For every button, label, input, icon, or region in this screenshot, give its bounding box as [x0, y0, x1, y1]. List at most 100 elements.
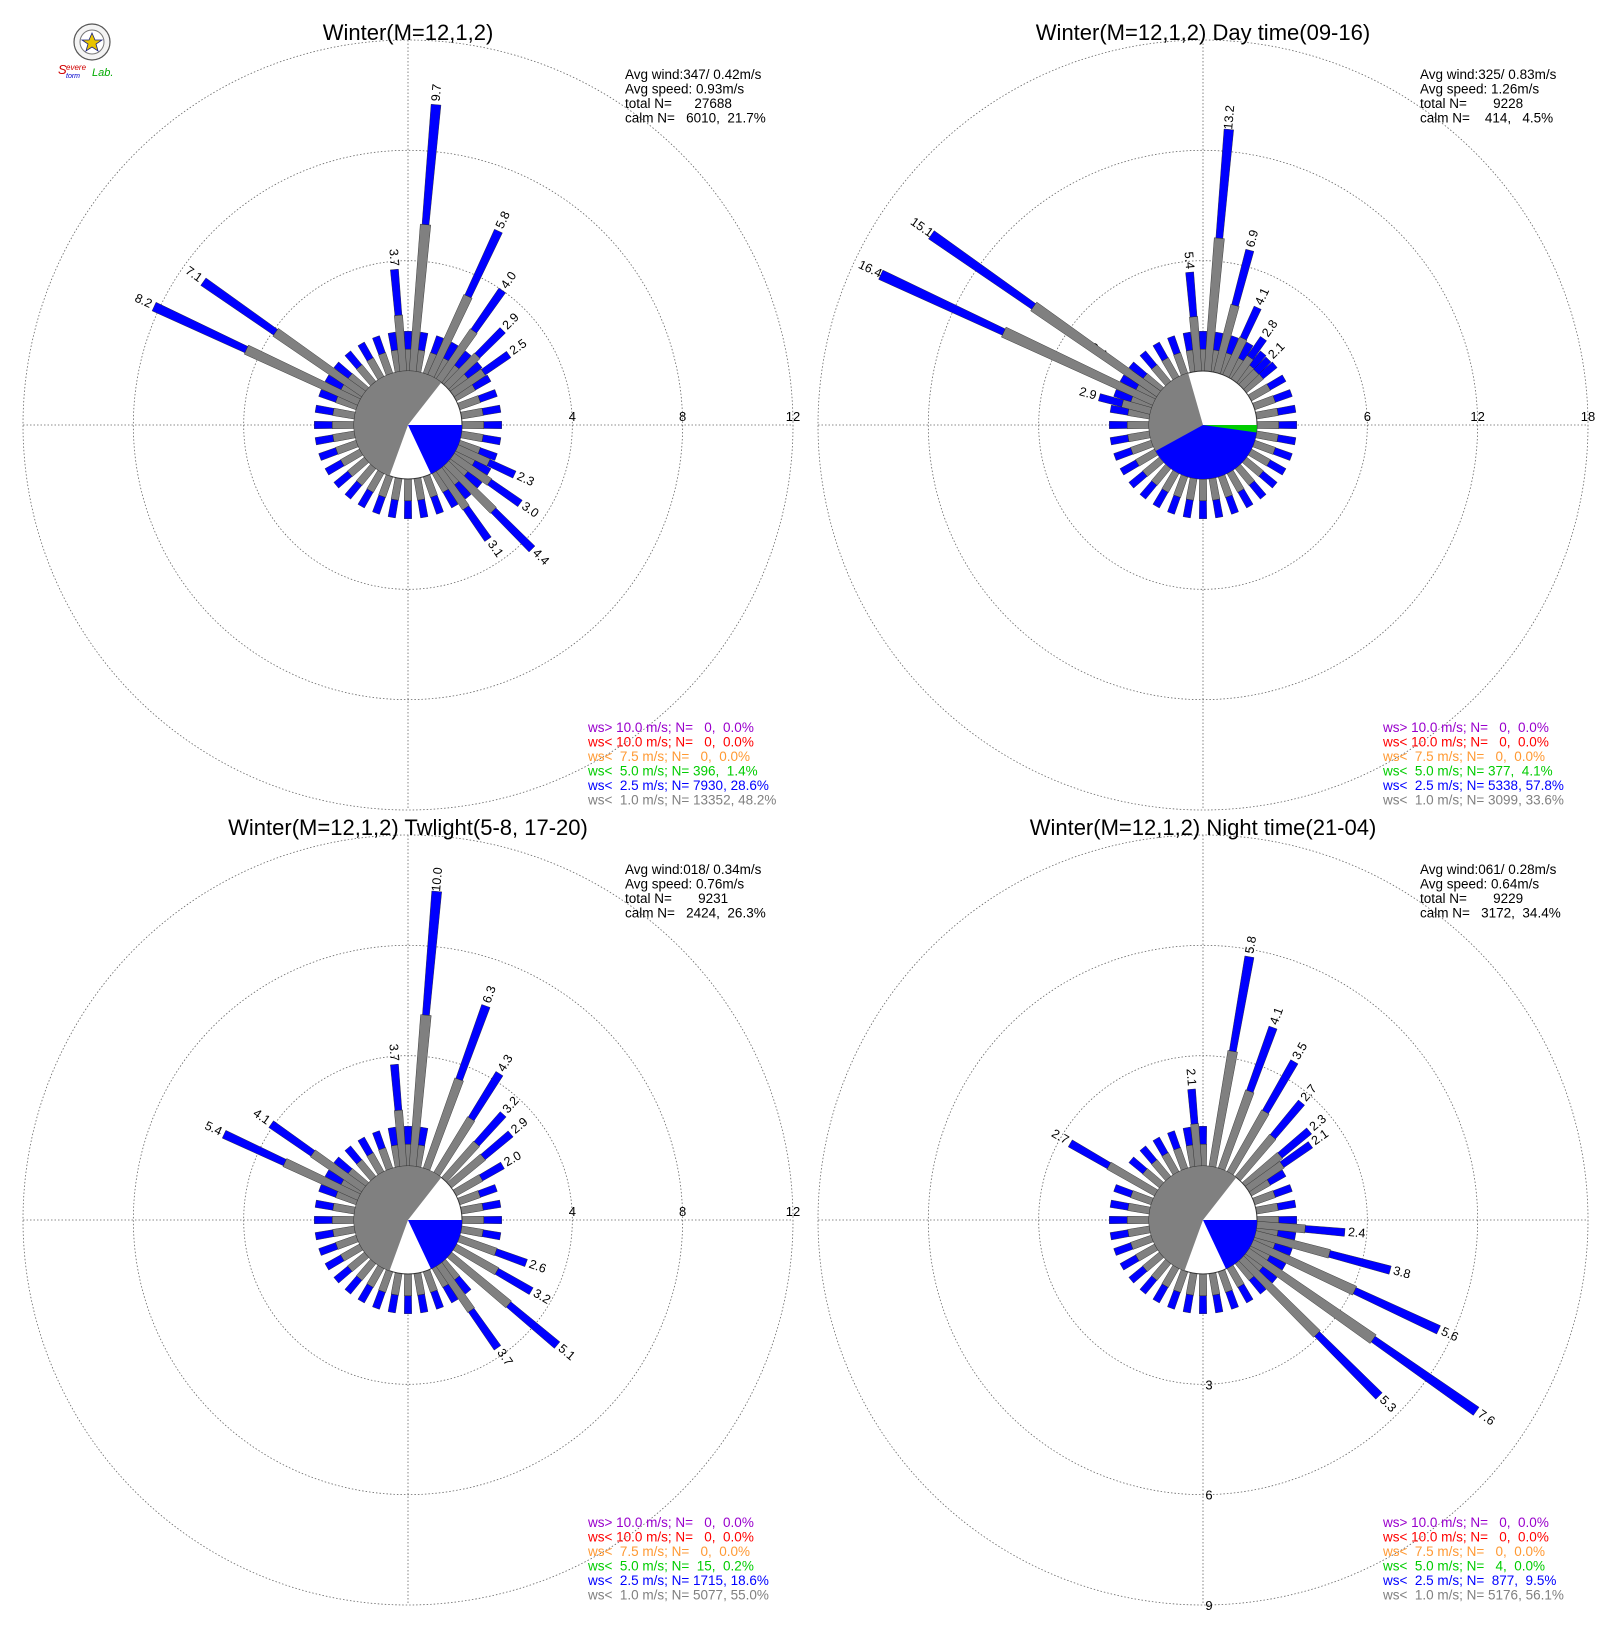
bar-label-0: 9.7 — [429, 83, 444, 102]
bar-minor-grey — [1126, 421, 1150, 429]
legend-entry-3: ws< 7.5 m/s; N= 0, 0.0% — [587, 1544, 750, 1559]
panel-title: Winter(M=12,1,2) Day time(09-16) — [1036, 20, 1370, 45]
bar-label-9: 3.7 — [386, 248, 401, 267]
bar-125-blue — [1370, 1336, 1480, 1416]
bar-minor-blue — [1278, 1216, 1297, 1224]
bar-minor-blue — [1128, 1156, 1148, 1175]
bar-label-6: 2.4 — [1347, 1225, 1366, 1240]
bar-minor-blue — [1248, 350, 1267, 370]
bar-minor-grey — [1199, 478, 1207, 502]
bar-label-2: 4.1 — [1252, 286, 1272, 308]
bar-minor-blue — [314, 1229, 335, 1241]
bar-minor-grey — [1127, 430, 1151, 443]
bar-minor-blue — [324, 1254, 345, 1271]
bar-minor-blue — [372, 1289, 386, 1310]
stats-line-3: total N= 9229 — [1420, 891, 1523, 906]
bar-label-0: 13.2 — [1221, 105, 1237, 131]
bar-minor-blue — [318, 1242, 339, 1256]
bar-minor-blue — [357, 488, 374, 509]
bar-label-1: 5.8 — [493, 209, 513, 231]
bar-295-blue — [878, 269, 1006, 336]
bar-minor-blue — [314, 421, 333, 429]
bar-label-1: 4.1 — [1267, 1005, 1286, 1026]
bar-10-blue — [1229, 955, 1255, 1053]
calm-sector-grey — [354, 1166, 442, 1271]
bar-minor-blue — [1109, 1229, 1130, 1241]
ring-8 — [132, 944, 684, 1496]
bar-minor-blue — [1199, 1295, 1207, 1314]
bar-label-8: 5.6 — [1439, 1324, 1461, 1344]
bar-30-blue — [1262, 1059, 1299, 1114]
bar-minor-grey — [1126, 1216, 1150, 1224]
bar-10-grey — [1208, 1050, 1238, 1168]
bar-minor-grey — [1185, 1272, 1198, 1296]
bar-minor-blue — [404, 1126, 412, 1145]
bar-135-blue — [1314, 1331, 1383, 1400]
stats-line-3: total N= 9228 — [1420, 96, 1523, 111]
bar-minor-blue — [1258, 470, 1278, 489]
bar-minor-blue — [481, 404, 502, 416]
stats-line-4: calm N= 2424, 26.3% — [625, 906, 766, 921]
bar-minor-blue — [1266, 374, 1287, 391]
legend-entry-5: ws< 2.5 m/s; N= 5338, 57.8% — [1382, 778, 1564, 793]
stats-line-4: calm N= 3172, 34.4% — [1420, 906, 1561, 921]
bar-305-blue — [200, 277, 278, 336]
bar-minor-grey — [460, 1225, 484, 1238]
legend-entry-6: ws< 1.0 m/s; N= 13352, 48.2% — [587, 793, 776, 808]
legend-entry-1: ws> 10.0 m/s; N= 0, 0.0% — [587, 720, 754, 735]
rose-panel-1: 4 8 12 9.7 5.8 4.0 2.9 2.5 2.3 3.0 3.1 4.4 3.7 7.1 8.2… — [22, 20, 800, 811]
bar-minor-blue — [417, 1126, 429, 1147]
legend-entry-2: ws< 10.0 m/s; N= 0, 0.0% — [1382, 735, 1549, 750]
bar-minor-blue — [1167, 1289, 1181, 1310]
bar-130-blue — [506, 1301, 561, 1349]
bar-minor-blue — [1128, 361, 1148, 380]
stats-line-1: Avg wind:325/ 0.83m/s — [1420, 67, 1557, 82]
bar-minor-blue — [1276, 404, 1297, 416]
bar-label-8: 5.1 — [556, 1341, 578, 1363]
bar-120-blue — [494, 1267, 534, 1295]
bar-minor-blue — [387, 498, 399, 519]
svg-text:Lab.: Lab. — [92, 67, 113, 79]
legend-entry-4: ws< 5.0 m/s; N= 4, 0.0% — [1382, 1559, 1545, 1574]
bar-minor-blue — [417, 331, 429, 352]
bar-minor-blue — [1167, 1130, 1181, 1151]
ring-label-6: 6 — [1205, 1488, 1212, 1503]
bar-305-blue — [928, 230, 1036, 310]
bar-minor-grey — [1255, 1202, 1279, 1215]
ring-label-6: 6 — [1364, 409, 1371, 424]
bar-minor-grey — [461, 1216, 485, 1224]
bar-40-blue — [1269, 1099, 1305, 1140]
bar-minor-blue — [357, 1136, 374, 1157]
bar-115-blue — [486, 459, 517, 479]
bar-minor-grey — [1127, 1225, 1151, 1238]
calm-sector-green — [1203, 425, 1257, 433]
legend-entry-6: ws< 1.0 m/s; N= 5176, 56.1% — [1382, 1588, 1564, 1603]
legend-entry-5: ws< 2.5 m/s; N= 1715, 18.6% — [587, 1573, 769, 1588]
bar-145-blue — [468, 1307, 502, 1351]
bar-5-blue — [1215, 128, 1234, 239]
ring-label-8: 8 — [679, 1204, 686, 1219]
bar-minor-blue — [477, 389, 498, 403]
bar-355-blue — [1187, 1088, 1199, 1125]
bar-minor-blue — [333, 361, 353, 380]
legend-entry-4: ws< 5.0 m/s; N= 377, 4.1% — [1382, 764, 1553, 779]
legend-entry-5: ws< 2.5 m/s; N= 7930, 28.6% — [587, 778, 769, 793]
bar-105-blue — [1328, 1250, 1392, 1275]
bar-minor-blue — [314, 404, 335, 416]
bar-minor-blue — [1278, 421, 1297, 429]
legend-entry-3: ws< 7.5 m/s; N= 0, 0.0% — [1382, 749, 1545, 764]
bar-minor-blue — [1152, 488, 1169, 509]
bar-115-blue — [1352, 1287, 1441, 1335]
bar-minor-blue — [477, 1184, 498, 1198]
bar-minor-blue — [1167, 335, 1181, 356]
bar-minor-blue — [1212, 498, 1224, 519]
bar-minor-grey — [332, 1202, 356, 1215]
bar-50-blue — [1277, 1127, 1312, 1159]
bar-minor-blue — [1139, 1275, 1158, 1295]
bar-minor-blue — [372, 1130, 386, 1151]
bar-minor-blue — [404, 1295, 412, 1314]
bar-minor-blue — [1225, 494, 1239, 515]
bar-label-3: 2.8 — [1259, 317, 1280, 339]
bar-minor-blue — [1272, 447, 1293, 461]
